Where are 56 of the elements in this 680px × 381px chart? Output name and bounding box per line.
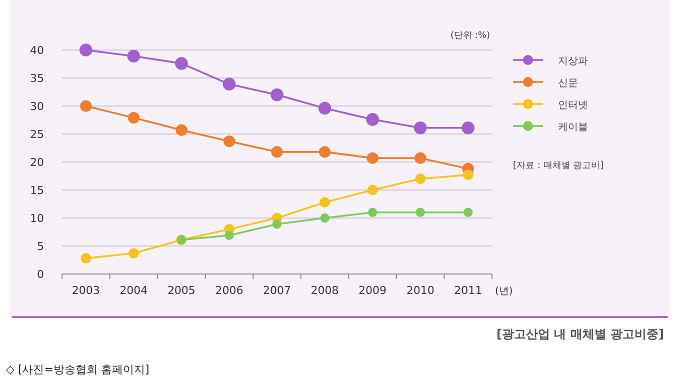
- legend-label: 신문: [558, 78, 578, 89]
- point: [366, 152, 378, 164]
- x-tick-label: 2010: [406, 284, 434, 297]
- y-tick-label: 5: [37, 240, 44, 253]
- point: [270, 88, 284, 102]
- point: [414, 152, 426, 164]
- point: [415, 174, 426, 184]
- point: [416, 208, 425, 217]
- y-tick-label: 25: [30, 128, 44, 141]
- text: ◇ [사진=방송협회 홈페이지]: [6, 363, 150, 376]
- y-axis-title: (단위 :%): [450, 31, 490, 41]
- x-tick-label: 2006: [215, 284, 244, 297]
- point: [271, 146, 283, 158]
- point: [272, 220, 282, 229]
- point: [128, 112, 140, 124]
- y-tick-label: 35: [30, 72, 44, 85]
- legend-label: 인터넷: [558, 100, 588, 111]
- point: [320, 197, 330, 208]
- point: [318, 146, 331, 158]
- y-tick-label: 0: [37, 268, 44, 281]
- x-tick-label: 2011: [454, 284, 482, 297]
- point: [320, 213, 330, 223]
- y-tick-label: 10: [30, 212, 44, 225]
- point: [80, 100, 92, 112]
- point: [128, 248, 139, 258]
- point: [366, 113, 379, 126]
- x-axis-title: (년): [495, 286, 513, 297]
- x-tick-label: 2008: [310, 284, 339, 297]
- point: [223, 135, 236, 148]
- x-tick-label: 2007: [263, 284, 291, 297]
- point: [462, 121, 475, 134]
- point: [368, 208, 378, 217]
- point: [414, 121, 427, 134]
- text: [자료 : 매체별 광고비]: [513, 161, 604, 171]
- x-tick-label: 2009: [358, 284, 387, 297]
- text: [광고산업 내 매체별 광고비중]: [496, 327, 664, 341]
- legend-label: 지상파: [558, 56, 588, 67]
- point: [176, 124, 188, 136]
- point: [222, 78, 236, 91]
- point: [367, 184, 378, 196]
- point: [127, 50, 140, 63]
- x-tick-label: 2003: [72, 284, 100, 297]
- point: [464, 208, 473, 217]
- point: [79, 44, 92, 56]
- point: [318, 102, 332, 115]
- point: [175, 57, 188, 70]
- y-tick-label: 20: [30, 156, 44, 169]
- legend-label: 케이블: [558, 122, 588, 133]
- x-tick-label: 2004: [120, 284, 148, 297]
- point: [462, 170, 474, 180]
- y-tick-label: 15: [30, 184, 44, 197]
- point: [224, 230, 234, 240]
- x-tick-label: 2005: [167, 284, 196, 297]
- y-tick-label: 40: [30, 44, 44, 57]
- y-tick-label: 30: [30, 100, 44, 113]
- point: [80, 253, 92, 264]
